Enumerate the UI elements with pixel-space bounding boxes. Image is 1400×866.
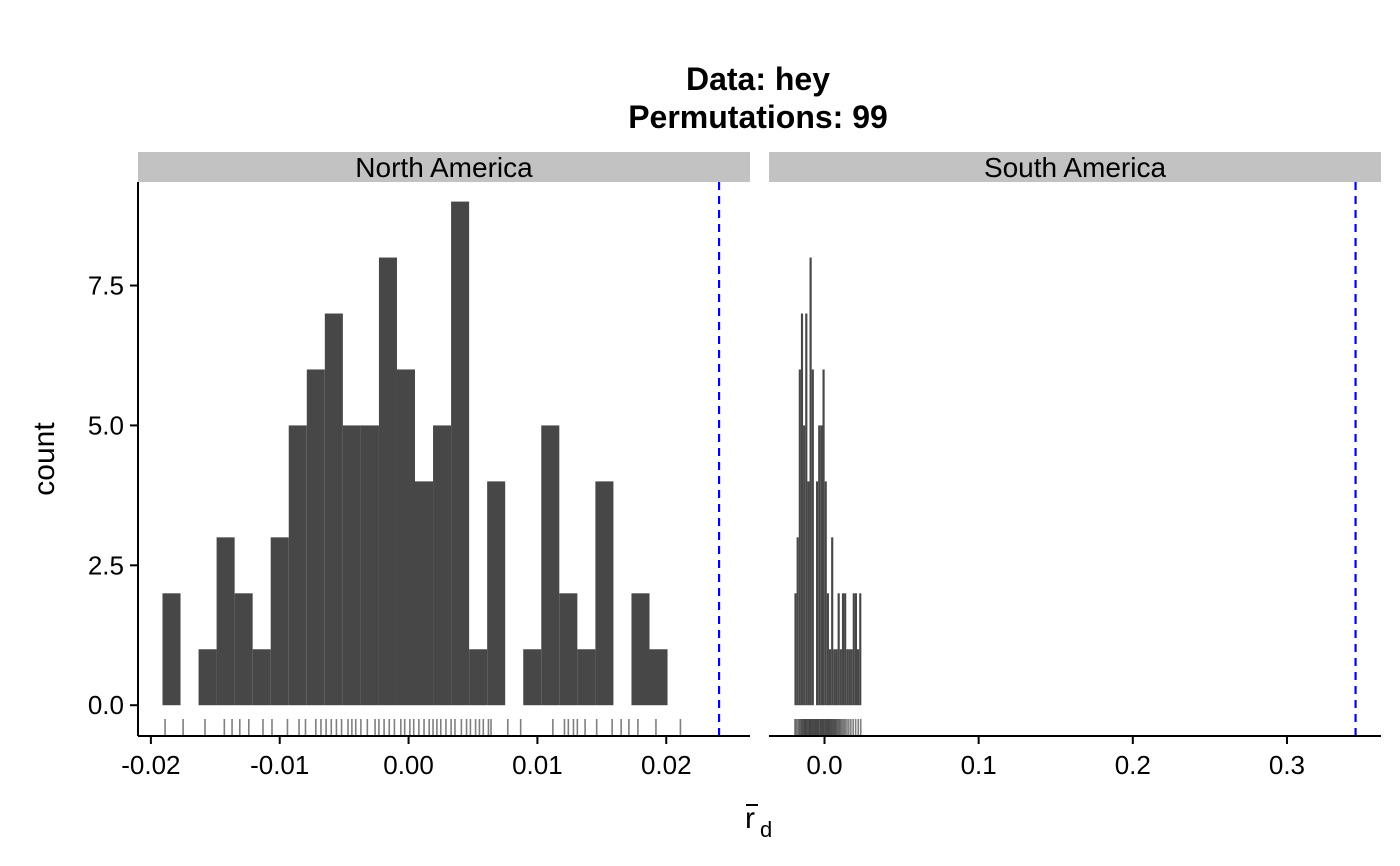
histogram-bar — [198, 649, 217, 706]
histogram-bar — [559, 593, 578, 706]
chart-title-line-1: Data: hey — [686, 61, 830, 97]
histogram-bar — [841, 593, 845, 706]
x-tick-label: 0.02 — [641, 750, 692, 780]
histogram-bar — [800, 313, 804, 706]
histogram-bar — [162, 593, 181, 706]
x-tick-label: -0.01 — [250, 750, 309, 780]
panel-north-america: North America -0.02 -0.01 0.00 0.01 0.02 — [121, 152, 750, 780]
x-tick-label: 0.00 — [383, 750, 434, 780]
histogram-bar — [857, 649, 860, 706]
facet-strip-south-america — [769, 152, 1381, 182]
histogram-bar — [822, 369, 825, 706]
histogram-bar — [649, 649, 668, 706]
y-tick-label: 7.5 — [88, 271, 124, 301]
histogram-bar — [415, 481, 434, 706]
x-tick-label: 0.1 — [961, 750, 997, 780]
histogram-bar — [818, 425, 821, 706]
histogram-bar — [828, 649, 832, 706]
histogram-bar — [854, 593, 858, 706]
histogram-bar — [288, 425, 307, 706]
facet-label: North America — [355, 152, 533, 183]
x-tick-label: -0.02 — [121, 750, 180, 780]
histogram-bar — [835, 649, 838, 706]
chart-title-line-2: Permutations: 99 — [628, 99, 888, 135]
histogram-bar — [523, 649, 542, 706]
histogram-bar — [216, 537, 235, 706]
histogram-bar — [805, 313, 808, 706]
histogram-bar — [837, 593, 840, 706]
histogram-bar — [433, 425, 452, 706]
histogram-bar — [831, 537, 834, 706]
x-axis-title: r d — [745, 802, 772, 842]
histogram-bar — [809, 257, 812, 706]
histogram-bar — [850, 649, 853, 706]
y-axis: 0.0 2.5 5.0 7.5 — [88, 182, 139, 736]
histogram-bar — [798, 369, 801, 706]
histogram-bar — [844, 593, 847, 706]
x-tick-label: 0.3 — [1269, 750, 1305, 780]
histogram-bar — [252, 649, 271, 706]
x-tick-label: 0.0 — [806, 750, 842, 780]
histogram-bar — [816, 481, 819, 706]
x-axis-title-symbol: r — [745, 802, 755, 835]
histogram-bar — [324, 313, 343, 706]
histogram-bar — [796, 537, 799, 706]
histogram-bar — [859, 593, 862, 706]
histogram-bar — [803, 425, 806, 706]
histogram-bar — [342, 425, 361, 706]
facet-label: South America — [984, 152, 1167, 183]
x-tick-label: 0.01 — [512, 750, 563, 780]
histogram-bar — [811, 369, 814, 706]
y-axis-title: count — [28, 422, 61, 496]
histogram-bar — [820, 425, 823, 706]
histogram-bar — [487, 481, 506, 706]
histogram-bar — [826, 593, 829, 706]
histogram-bar — [807, 481, 810, 706]
histogram-bar — [595, 481, 614, 706]
facet-strip-north-america — [138, 152, 750, 182]
panel-south-america: South America 0.0 0.1 0.2 0.3 — [769, 152, 1381, 780]
histogram-bar — [360, 425, 379, 706]
histogram-bar — [234, 593, 253, 706]
histogram-bar — [396, 369, 416, 706]
histogram-bar — [846, 649, 849, 706]
histogram-bar — [631, 593, 650, 706]
histogram-bar — [270, 537, 289, 706]
histogram-bar — [794, 593, 797, 706]
histogram-bar — [824, 481, 827, 706]
histogram-bar — [577, 649, 596, 706]
histogram-bar — [541, 425, 560, 706]
histogram-bar — [306, 369, 325, 706]
histogram-bar — [378, 257, 397, 706]
histogram-bar — [451, 201, 470, 706]
histogram-bar — [839, 649, 842, 706]
y-tick-label: 2.5 — [88, 550, 124, 580]
y-tick-label: 0.0 — [88, 690, 124, 720]
x-tick-label: 0.2 — [1115, 750, 1151, 780]
histogram-bar — [852, 593, 855, 706]
histogram-bar — [848, 649, 851, 706]
histogram-bar — [833, 649, 836, 706]
x-axis-title-subscript: d — [760, 817, 772, 842]
histogram-bar — [469, 649, 488, 706]
y-tick-label: 5.0 — [88, 410, 124, 440]
